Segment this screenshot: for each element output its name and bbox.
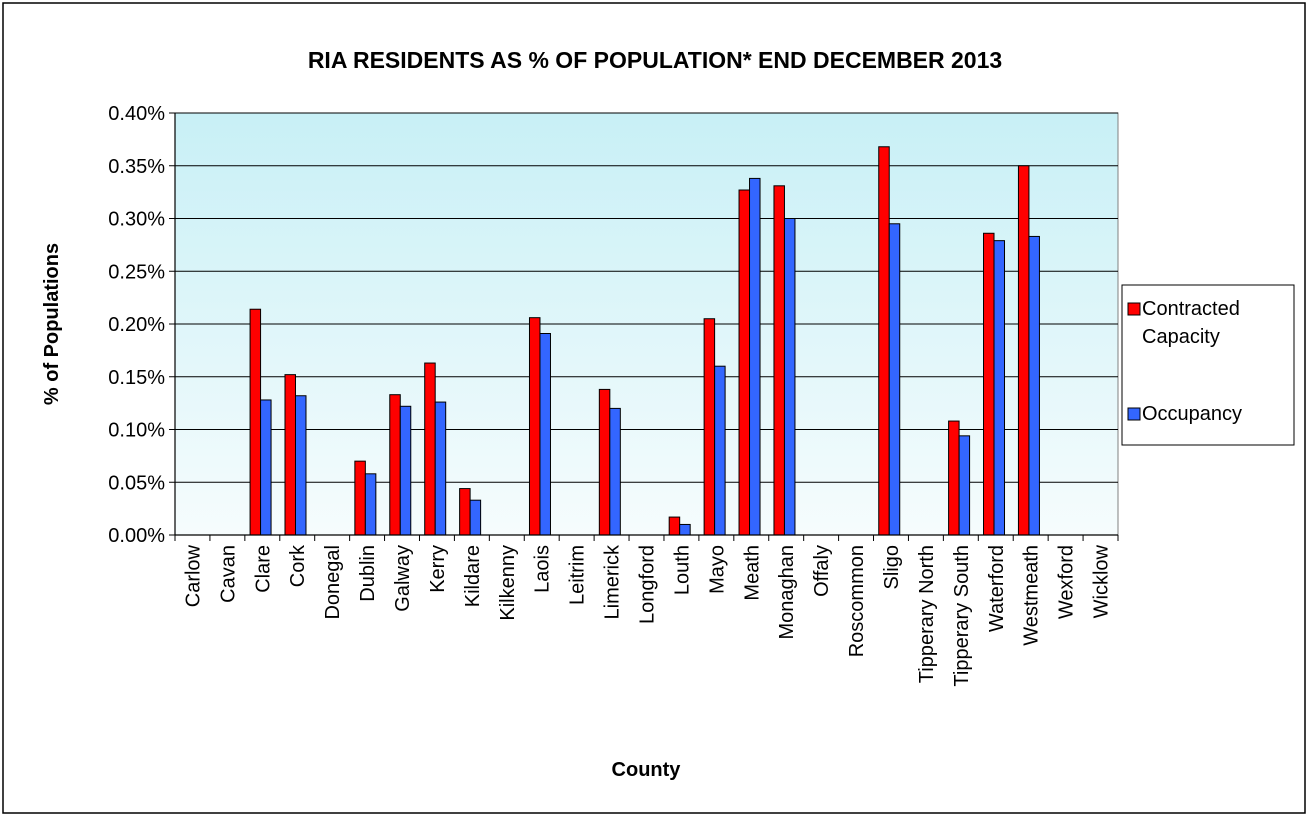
bar-contracted-capacity <box>878 146 890 536</box>
legend-swatch <box>1127 302 1141 316</box>
x-tick-label: Tipperary North <box>916 545 938 683</box>
legend-label: Occupancy <box>1142 403 1242 425</box>
bar-occupancy <box>364 473 377 536</box>
x-tick-label: Offaly <box>811 545 833 597</box>
x-tick-label: Kilkenny <box>497 545 519 621</box>
bar-contracted-capacity <box>354 460 366 536</box>
x-tick-label: Louth <box>671 545 693 595</box>
bar-contracted-capacity <box>948 420 960 536</box>
x-tick-label: Leitrim <box>567 545 589 605</box>
x-tick-label: Kerry <box>427 545 449 593</box>
bar-contracted-capacity <box>528 317 541 536</box>
bar-occupancy <box>714 365 726 536</box>
x-tick-label: Waterford <box>986 545 1008 632</box>
x-tick-label: Clare <box>252 545 274 593</box>
x-tick-label: Galway <box>392 545 414 612</box>
x-tick-label: Wicklow <box>1091 544 1113 618</box>
bar-occupancy <box>609 407 621 536</box>
y-tick-label: 0.30% <box>108 209 165 231</box>
y-tick-label: 0.25% <box>108 261 165 283</box>
bar-contracted-capacity <box>424 362 436 536</box>
bar-occupancy <box>399 405 412 536</box>
x-tick-label: Westmeath <box>1021 545 1043 646</box>
bar-contracted-capacity <box>389 394 401 536</box>
x-tick-labels: Carlow Cavan Clare Cork Donegal Dublin Galway K… <box>182 544 1112 687</box>
y-tick-label: 0.20% <box>108 314 165 336</box>
x-tick-label: Kildare <box>462 545 484 607</box>
bar-occupancy <box>539 333 551 536</box>
bar-occupancy <box>469 499 482 536</box>
x-tick-label: Laois <box>532 545 554 593</box>
x-tick-label: Dublin <box>357 545 379 602</box>
bar-occupancy <box>888 223 901 536</box>
y-axis-label: % of Populations <box>41 243 63 405</box>
x-tick-label: Monaghan <box>776 545 798 640</box>
x-axis-label: County <box>612 759 682 781</box>
legend-swatch <box>1127 407 1141 421</box>
x-tick-label: Roscommon <box>846 545 868 657</box>
y-tick-label: 0.05% <box>108 472 165 494</box>
x-tick-label: Donegal <box>322 545 344 620</box>
bars <box>249 146 1040 536</box>
bar-contracted-capacity <box>598 388 611 536</box>
legend-box <box>1121 284 1295 446</box>
bar-contracted-capacity <box>983 232 995 536</box>
x-tick-label: Sligo <box>881 545 903 589</box>
bar-occupancy <box>434 401 447 536</box>
bar-occupancy <box>749 177 761 536</box>
legend-label: Contracted Capacity <box>1142 298 1240 348</box>
bar-contracted-capacity <box>773 185 785 536</box>
y-tick-label: 0.35% <box>108 156 165 178</box>
bar-contracted-capacity <box>459 488 471 536</box>
y-tick-label: 0.15% <box>108 367 165 389</box>
bar-contracted-capacity <box>703 318 716 536</box>
y-tick-label: 0.00% <box>108 525 165 547</box>
bar-occupancy <box>993 240 1006 536</box>
bar-contracted-capacity <box>1017 165 1030 536</box>
bar-occupancy <box>679 523 691 536</box>
bar-occupancy <box>294 395 307 536</box>
x-tick-label: Tipperary South <box>951 545 973 687</box>
bar-occupancy <box>783 218 796 536</box>
y-tick-label: 0.10% <box>108 420 165 442</box>
legend: Contracted Capacity Occupancy <box>1121 284 1295 446</box>
x-tick-label: Carlow <box>182 544 204 607</box>
bar-contracted-capacity <box>738 189 751 536</box>
chart-title: RIA RESIDENTS AS % OF POPULATION* END DE… <box>308 47 1002 73</box>
x-tick-label: Limerick <box>602 544 624 619</box>
bar-occupancy <box>958 435 971 536</box>
x-tick-label: Cork <box>287 544 309 587</box>
bar-contracted-capacity <box>284 374 296 536</box>
y-tick-labels: 0.00% 0.05% 0.10% 0.15% 0.20% 0.25% 0.30% 0.35%… <box>108 103 175 547</box>
x-tick-label: Meath <box>741 545 763 601</box>
bar-contracted-capacity <box>249 308 262 536</box>
x-tick-label: Longford <box>637 545 659 624</box>
x-tick-label: Cavan <box>217 545 239 603</box>
gridlines <box>175 112 1118 483</box>
x-tick-label: Mayo <box>706 545 728 594</box>
y-tick-label: 0.40% <box>108 103 165 125</box>
bar-occupancy <box>260 399 272 536</box>
bar-occupancy <box>1028 235 1040 536</box>
x-tick-label: Wexford <box>1056 545 1078 619</box>
bar-contracted-capacity <box>668 516 681 536</box>
